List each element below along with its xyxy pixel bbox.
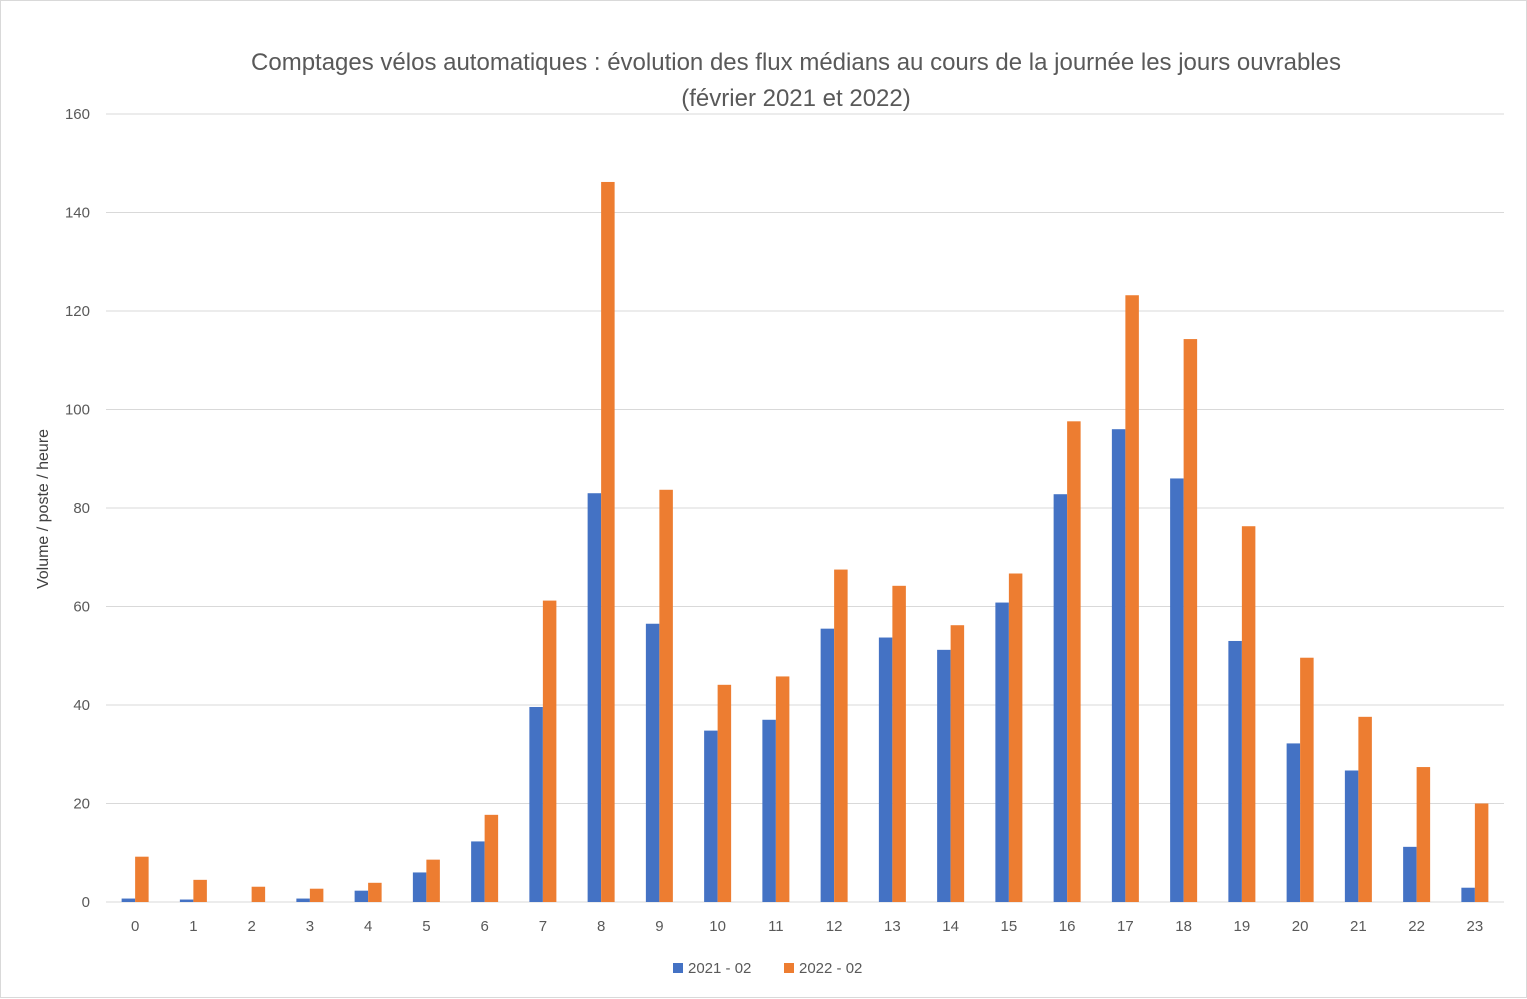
legend-label: 2021 - 02 (688, 960, 751, 977)
bar-2021-19 (1228, 640, 1242, 902)
bar-2021-0 (121, 898, 136, 902)
bar-2021-8 (587, 493, 602, 902)
bar-2022-13 (892, 585, 906, 902)
x-tick-label: 4 (364, 918, 372, 935)
x-tick-label: 23 (1467, 918, 1484, 935)
bar-2022-18 (1183, 339, 1198, 902)
y-tick-label: 20 (73, 796, 90, 813)
x-tick-label: 18 (1175, 918, 1192, 935)
x-tick-label: 3 (306, 918, 314, 935)
bar-2022-21 (1358, 716, 1372, 902)
x-tick-label: 9 (655, 918, 663, 935)
bar-2022-20 (1300, 657, 1314, 902)
bar-2022-5 (426, 859, 440, 902)
bar-2021-15 (995, 602, 1009, 902)
bar-2021-22 (1403, 846, 1417, 902)
x-tick-label: 8 (597, 918, 605, 935)
bar-2021-12 (820, 628, 835, 902)
y-tick-label: 100 (65, 402, 90, 419)
chart-title: Comptages vélos automatiques : évolution… (251, 49, 1341, 76)
bar-2021-1 (179, 899, 194, 902)
bar-2022-3 (309, 888, 324, 902)
bar-2021-16 (1053, 494, 1068, 902)
bar-2021-6 (471, 841, 485, 902)
x-tick-label: 13 (884, 918, 901, 935)
bar-2022-2 (251, 886, 266, 902)
bar-2022-12 (834, 569, 848, 902)
y-tick-label: 120 (65, 303, 90, 320)
bar-2022-23 (1474, 803, 1489, 902)
y-tick-label: 140 (65, 205, 90, 222)
bar-2021-21 (1344, 770, 1359, 902)
bar-2021-9 (645, 623, 660, 902)
y-tick-label: 40 (73, 697, 90, 714)
bar-2022-17 (1125, 295, 1139, 902)
bar-2022-10 (717, 684, 732, 902)
bar-2021-7 (529, 706, 543, 902)
bar-2022-6 (484, 814, 499, 902)
chart-subtitle: (février 2021 et 2022) (681, 85, 910, 112)
gridlines (106, 113, 1504, 903)
bar-2022-0 (135, 856, 149, 902)
legend-label: 2022 - 02 (799, 960, 862, 977)
y-tick-label: 80 (73, 500, 90, 517)
bar-2021-10 (704, 730, 718, 902)
x-tick-label: 22 (1408, 918, 1425, 935)
x-axis-ticks: 0 1 2 3 4 5 6 7 8 9 10 11 12 13 14 15 16 17 18 19 20 21 22 23 (131, 918, 1483, 935)
x-tick-label: 0 (131, 918, 139, 935)
x-tick-label: 2 (247, 918, 255, 935)
bar-2022-22 (1416, 767, 1431, 902)
y-axis-ticks: 0 20 40 60 80 100 120 140 160 (65, 106, 90, 911)
bar-2021-4 (354, 890, 369, 902)
x-tick-label: 1 (189, 918, 197, 935)
legend: 2021 - 02 2022 - 02 (673, 960, 862, 977)
bar-2022-19 (1241, 526, 1256, 902)
x-tick-label: 12 (826, 918, 843, 935)
x-tick-label: 6 (480, 918, 488, 935)
legend-swatch (673, 963, 683, 973)
bar-2021-20 (1286, 743, 1301, 902)
x-tick-label: 19 (1234, 918, 1251, 935)
bar-2022-4 (368, 882, 382, 902)
x-tick-label: 21 (1350, 918, 1367, 935)
bar-2022-11 (775, 676, 790, 902)
bar-2022-8 (601, 181, 615, 903)
x-tick-label: 10 (709, 918, 726, 935)
x-tick-label: 11 (768, 918, 784, 935)
y-tick-label: 160 (65, 106, 90, 123)
bar-2021-17 (1111, 429, 1126, 902)
bar-2021-3 (296, 898, 310, 902)
bar-2021-5 (412, 872, 427, 902)
bar-2022-9 (659, 489, 673, 902)
bar-2021-14 (937, 649, 951, 902)
y-tick-label: 0 (82, 894, 90, 911)
x-tick-label: 20 (1292, 918, 1309, 935)
bar-2022-1 (193, 879, 207, 902)
legend-swatch (784, 963, 794, 973)
bar-2022-14 (950, 625, 965, 902)
bar-2022-7 (542, 600, 557, 902)
bar-2021-13 (878, 637, 893, 902)
y-axis-title: Volume / poste / heure (35, 429, 52, 589)
bar-2022-15 (1008, 573, 1023, 902)
bar-2022-16 (1067, 421, 1081, 902)
x-tick-label: 14 (942, 918, 959, 935)
x-tick-label: 16 (1059, 918, 1076, 935)
bars (121, 181, 1489, 903)
x-tick-label: 17 (1117, 918, 1134, 935)
x-tick-label: 5 (422, 918, 430, 935)
bar-2021-23 (1461, 887, 1475, 902)
bar-2021-11 (762, 719, 776, 902)
x-tick-label: 15 (1001, 918, 1018, 935)
bar-2021-18 (1170, 478, 1184, 902)
y-tick-label: 60 (73, 599, 90, 616)
x-tick-label: 7 (539, 918, 547, 935)
